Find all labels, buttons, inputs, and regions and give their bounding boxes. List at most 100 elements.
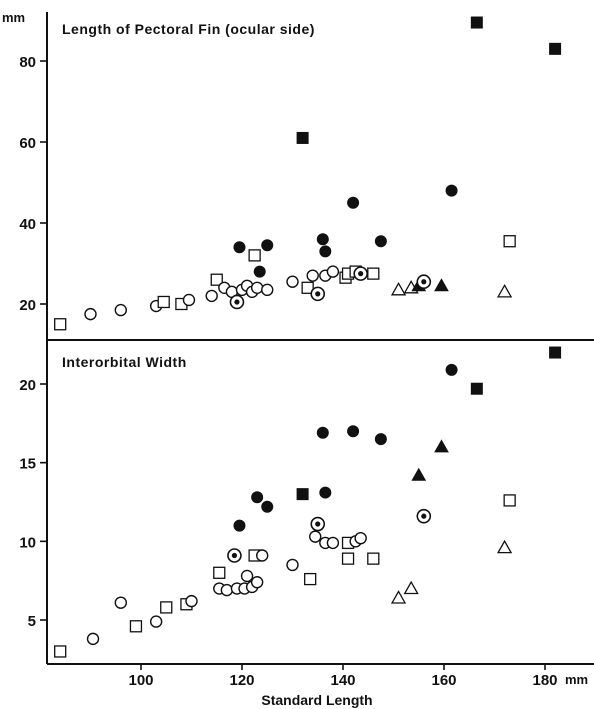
bottom-point-filled-square [470, 382, 483, 395]
top-point-open-square [248, 249, 261, 262]
top-point-filled-circle [374, 235, 387, 248]
top-point-filled-circle [253, 265, 266, 278]
top-point-open-circle [286, 275, 299, 288]
top-point-open-triangle [390, 282, 407, 296]
top-point-dotted-circle [416, 274, 432, 290]
top-point-filled-circle [261, 239, 274, 252]
bottom-point-open-circle [326, 536, 340, 550]
x-axis-title: Standard Length [261, 692, 372, 708]
top-point-dotted-circle-dot [358, 271, 364, 277]
bottom-y-tick-label: 10 [19, 534, 36, 551]
top-point-open-circle [326, 265, 340, 278]
bottom-panel-title: Interorbital Width [62, 354, 187, 370]
top-point-filled-circle [445, 184, 458, 197]
bottom-point-open-circle [220, 583, 234, 597]
top-y-ticks: 20 40 60 80 [19, 54, 47, 314]
bottom-point-open-circle [240, 569, 254, 583]
bottom-point-filled-square [549, 346, 562, 359]
bottom-point-open-triangle [390, 590, 407, 604]
top-point-open-square [157, 295, 170, 309]
bottom-point-open-circle [86, 632, 100, 646]
bottom-point-open-circle [149, 615, 163, 628]
top-point-open-square [367, 267, 380, 280]
top-y-tick-label: 40 [19, 216, 36, 233]
bottom-point-filled-circle [347, 425, 360, 438]
bottom-point-open-circle [256, 549, 269, 562]
bottom-point-filled-circle [374, 433, 387, 446]
bottom-point-dotted-circle-dot [421, 513, 427, 519]
bottom-point-filled-circle [316, 426, 329, 439]
bottom-point-open-square [54, 645, 67, 658]
top-point-open-circle [306, 269, 319, 282]
top-point-open-circle [84, 307, 97, 321]
bottom-point-filled-square [296, 488, 309, 501]
top-point-dotted-circle [353, 266, 368, 281]
bottom-point-open-square [341, 552, 355, 565]
bottom-point-open-square [503, 494, 516, 507]
bottom-point-open-triangle [403, 580, 419, 595]
bottom-point-filled-circle [445, 363, 458, 376]
top-point-open-square [54, 318, 67, 331]
bottom-point-filled-circle [261, 500, 274, 513]
top-y-tick-label: 20 [19, 297, 36, 314]
bottom-point-open-circle [309, 530, 322, 543]
top-point-open-square [210, 273, 223, 286]
top-point-open-circle [182, 293, 196, 307]
top-point-filled-circle [347, 196, 360, 209]
top-point-open-square [301, 281, 314, 294]
x-tick-label: 180 [532, 672, 557, 689]
bottom-point-dotted-circle-dot [231, 552, 238, 559]
top-point-open-circle [261, 283, 274, 297]
bottom-point-dotted-circle [310, 516, 326, 532]
top-point-dotted-circle-dot [421, 279, 427, 285]
top-point-open-circle [250, 281, 264, 294]
x-tick-label: 120 [229, 672, 254, 689]
top-panel-title: Length of Pectoral Fin (ocular side) [62, 21, 315, 37]
bottom-panel-points [54, 346, 562, 658]
top-point-filled-square [296, 131, 309, 144]
bottom-point-open-circle [250, 576, 264, 589]
bottom-y-tick-label: 15 [19, 456, 36, 473]
bottom-point-open-triangle [496, 539, 513, 554]
top-point-dotted-circle-dot [315, 291, 321, 297]
bottom-point-filled-triangle [411, 467, 427, 481]
bottom-point-open-circle [185, 594, 198, 608]
bottom-point-open-square [213, 566, 226, 579]
top-point-open-circle [205, 289, 218, 303]
top-point-filled-triangle [434, 278, 449, 292]
bottom-point-open-square [304, 572, 317, 586]
bottom-point-filled-circle [251, 491, 264, 504]
bottom-point-filled-circle [319, 486, 332, 499]
bottom-point-dotted-circle [227, 548, 242, 563]
bottom-point-open-circle [354, 531, 367, 545]
top-point-filled-circle [319, 245, 332, 258]
top-panel-points [54, 16, 562, 331]
bottom-point-open-square [160, 601, 173, 614]
x-tick-label: 100 [128, 672, 153, 689]
bottom-point-open-circle [114, 596, 128, 609]
bottom-point-filled-circle [233, 519, 246, 532]
top-point-open-square [503, 235, 516, 248]
bottom-point-open-circle [286, 558, 299, 572]
top-point-open-circle [114, 303, 128, 317]
bottom-y-tick-label: 5 [28, 613, 36, 630]
x-ticks: 100 120 140 160 180 [128, 664, 558, 689]
x-tick-label: 140 [330, 672, 355, 689]
top-point-filled-circle [316, 233, 329, 246]
top-point-filled-square [549, 42, 562, 55]
top-point-dotted-circle-dot [234, 299, 240, 305]
top-point-dotted-circle [229, 294, 245, 310]
x-tick-label: 160 [431, 672, 456, 689]
bottom-point-filled-triangle [434, 439, 449, 453]
top-point-filled-square [470, 16, 483, 29]
bottom-y-ticks: 5 10 15 20 [19, 377, 47, 630]
top-y-tick-label: 80 [19, 54, 36, 71]
top-y-tick-label: 60 [19, 135, 36, 152]
top-point-dotted-circle [310, 286, 326, 302]
bottom-point-open-square [367, 552, 380, 565]
bottom-y-tick-label: 20 [19, 377, 36, 394]
bottom-point-dotted-circle-dot [315, 521, 321, 527]
top-y-unit-label: mm [2, 10, 25, 25]
top-point-open-triangle [496, 284, 513, 298]
